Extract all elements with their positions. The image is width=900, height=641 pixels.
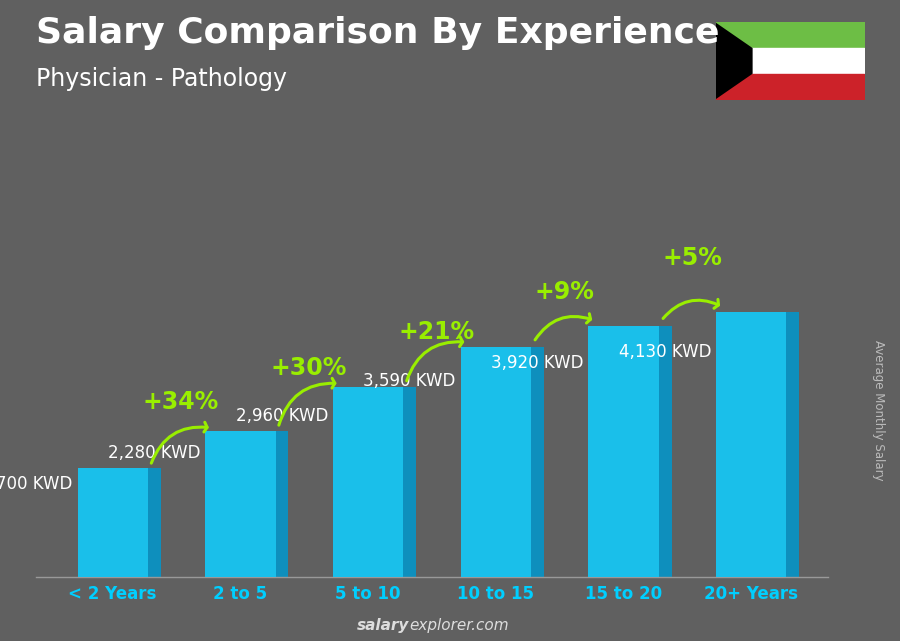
Polygon shape [716,22,864,99]
Text: 1,700 KWD: 1,700 KWD [0,475,72,494]
Text: +34%: +34% [143,390,219,413]
Polygon shape [205,431,275,577]
Polygon shape [461,347,531,577]
Polygon shape [148,468,160,577]
Polygon shape [333,387,403,577]
Polygon shape [787,312,799,577]
Text: +9%: +9% [535,279,594,304]
Text: Physician - Pathology: Physician - Pathology [36,67,287,91]
Text: Salary Comparison By Experience: Salary Comparison By Experience [36,16,719,50]
Text: Average Monthly Salary: Average Monthly Salary [872,340,885,481]
Text: 2,280 KWD: 2,280 KWD [108,444,200,462]
Polygon shape [275,431,288,577]
Text: 3,920 KWD: 3,920 KWD [491,354,583,372]
Text: 2,960 KWD: 2,960 KWD [236,406,328,424]
Polygon shape [531,347,544,577]
Polygon shape [716,22,752,99]
Polygon shape [716,312,787,577]
Text: 4,130 KWD: 4,130 KWD [618,343,711,361]
Text: +5%: +5% [662,246,722,271]
Polygon shape [659,326,671,577]
Text: +21%: +21% [399,320,474,344]
Polygon shape [589,326,659,577]
Text: +30%: +30% [271,356,346,380]
Polygon shape [77,468,148,577]
Text: salary: salary [357,619,410,633]
Polygon shape [403,387,416,577]
Text: explorer.com: explorer.com [410,619,509,633]
Text: 3,590 KWD: 3,590 KWD [364,372,455,390]
